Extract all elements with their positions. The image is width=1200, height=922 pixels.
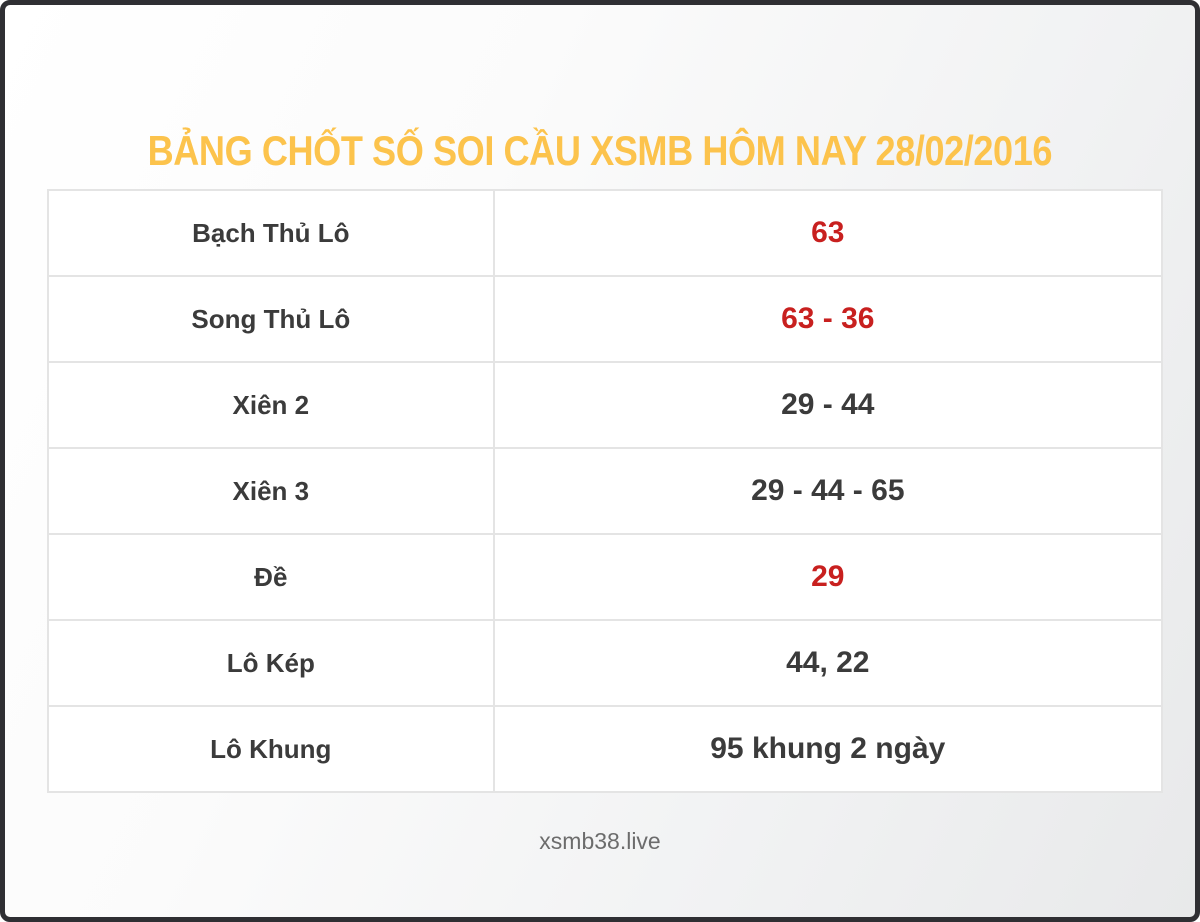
- row-value: 63: [492, 189, 1164, 277]
- table-row: Đề 29: [47, 533, 1164, 621]
- row-value: 29 - 44: [492, 361, 1164, 449]
- table-row: Xiên 3 29 - 44 - 65: [47, 447, 1164, 535]
- row-label: Đề: [47, 533, 495, 621]
- row-label: Lô Kép: [47, 619, 495, 707]
- table-row: Bạch Thủ Lô 63: [47, 189, 1164, 277]
- row-label: Xiên 3: [47, 447, 495, 535]
- table-row: Song Thủ Lô 63 - 36: [47, 275, 1164, 363]
- row-value: 29 - 44 - 65: [492, 447, 1164, 535]
- site-name: xsmb38.live: [539, 828, 661, 854]
- row-label: Song Thủ Lô: [47, 275, 495, 363]
- table-row: Lô Kép 44, 22: [47, 619, 1164, 707]
- row-label: Xiên 2: [47, 361, 495, 449]
- row-value: 44, 22: [492, 619, 1164, 707]
- row-label: Lô Khung: [47, 705, 495, 793]
- prediction-table: Bạch Thủ Lô 63 Song Thủ Lô 63 - 36 Xiên …: [47, 189, 1164, 793]
- page-title: BẢNG CHỐT SỐ SOI CẦU XSMB HÔM NAY 28/02/…: [5, 127, 1195, 175]
- row-label: Bạch Thủ Lô: [47, 189, 495, 277]
- table-row: Xiên 2 29 - 44: [47, 361, 1164, 449]
- table-row: Lô Khung 95 khung 2 ngày: [47, 705, 1164, 793]
- row-value: 29: [492, 533, 1164, 621]
- prediction-table-body: Bạch Thủ Lô 63 Song Thủ Lô 63 - 36 Xiên …: [47, 189, 1164, 793]
- page-title-text: BẢNG CHỐT SỐ SOI CẦU XSMB HÔM NAY 28/02/…: [147, 127, 1053, 175]
- row-value: 95 khung 2 ngày: [492, 705, 1164, 793]
- row-value: 63 - 36: [492, 275, 1164, 363]
